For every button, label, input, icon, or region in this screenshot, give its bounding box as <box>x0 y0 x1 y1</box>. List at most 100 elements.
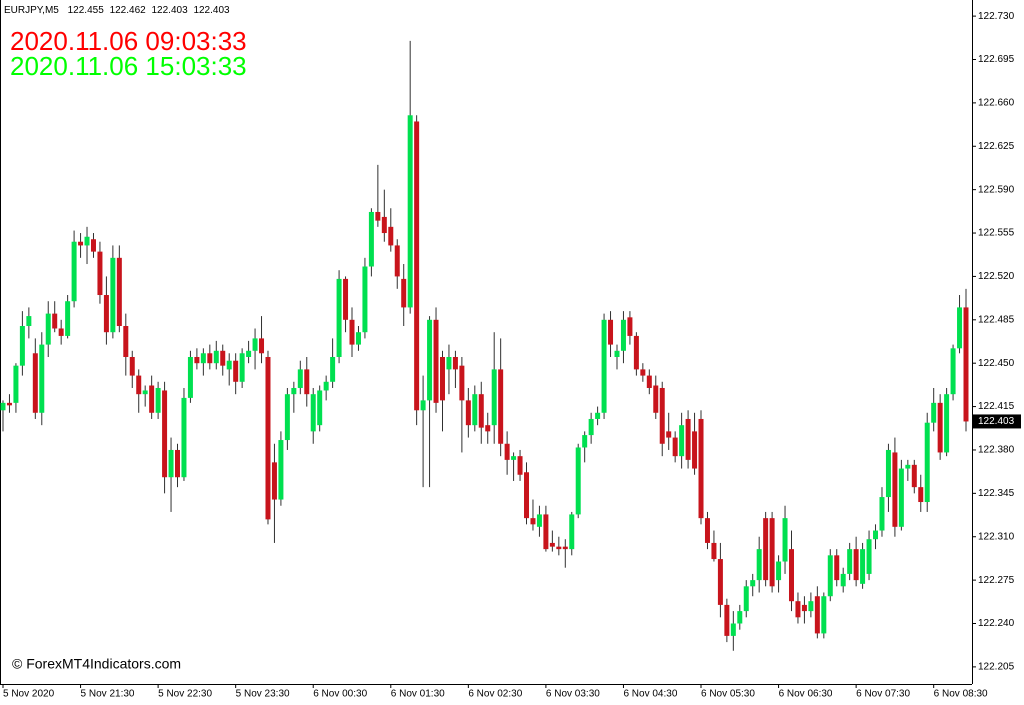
candle-body <box>692 431 698 469</box>
candle-body <box>420 400 426 411</box>
candle-body <box>795 601 801 618</box>
candle-body <box>763 518 769 581</box>
candle-body <box>32 353 38 413</box>
y-tick-label: 122.275 <box>978 575 1015 586</box>
candle-body <box>782 518 788 562</box>
candle-body <box>776 561 782 581</box>
candle-body <box>355 332 361 345</box>
candle-body <box>556 546 562 550</box>
candle-body <box>213 350 219 364</box>
y-tick-label: 122.345 <box>978 488 1015 499</box>
candle-body <box>478 394 484 428</box>
candle-body <box>368 211 374 267</box>
candle-body <box>834 555 840 581</box>
candle-body <box>808 601 814 612</box>
candle-body <box>304 369 310 395</box>
candle-body <box>963 307 969 422</box>
candle-body <box>659 387 665 444</box>
candle-body <box>536 514 542 527</box>
candle-body <box>756 549 762 581</box>
candle-body <box>187 356 193 398</box>
x-tick-label: 6 Nov 06:30 <box>779 689 833 700</box>
timestamp: 2020.11.06 09:03:33 <box>10 26 247 56</box>
y-tick-label: 122.415 <box>978 401 1015 412</box>
candle-body <box>950 348 956 395</box>
candle-body <box>543 514 549 550</box>
candle-body <box>485 425 491 432</box>
candle-body <box>90 239 96 252</box>
candle-body <box>472 394 478 426</box>
candle-body <box>924 422 930 503</box>
x-tick-label: 6 Nov 03:30 <box>546 689 600 700</box>
candle-body <box>452 356 458 370</box>
candle-body <box>65 301 71 336</box>
candle-body <box>679 425 685 457</box>
candle-body <box>343 278 349 320</box>
candle-body <box>569 514 575 550</box>
candle-body <box>685 418 691 460</box>
candle-body <box>142 390 148 395</box>
candle-body <box>246 350 252 357</box>
candle-body <box>524 472 530 519</box>
candle-body <box>717 559 723 605</box>
candle-body <box>711 542 717 560</box>
candle-body <box>19 326 25 366</box>
candle-body <box>898 468 904 527</box>
candle-body <box>439 356 445 401</box>
candle-body <box>840 573 846 587</box>
candle-body <box>498 369 504 444</box>
candle-body <box>52 313 58 329</box>
candle-body <box>944 394 950 453</box>
candle-body <box>905 464 911 469</box>
candle-body <box>608 319 614 345</box>
x-tick-label: 6 Nov 00:30 <box>313 689 367 700</box>
candle-body <box>918 487 924 503</box>
candle-body <box>640 369 646 376</box>
y-tick-label: 122.520 <box>978 271 1015 282</box>
candle-body <box>737 611 743 624</box>
x-tick-label: 5 Nov 2020 <box>3 689 55 700</box>
candle-body <box>614 350 620 357</box>
candle-body <box>414 121 420 411</box>
y-tick-label: 122.625 <box>978 141 1015 152</box>
candle-body <box>317 390 323 426</box>
y-tick-label: 122.590 <box>978 184 1015 195</box>
candle-body <box>271 462 277 500</box>
ohlc-value: 122.462 <box>110 5 147 16</box>
x-tick-label: 6 Nov 05:30 <box>701 689 755 700</box>
ohlc-value: 122.403 <box>193 5 230 16</box>
y-tick-label: 122.450 <box>978 358 1015 369</box>
candle-body <box>155 387 161 413</box>
candle-body <box>84 236 90 246</box>
x-tick-label: 5 Nov 22:30 <box>158 689 212 700</box>
timestamp: 2020.11.06 15:03:33 <box>10 51 247 81</box>
candle-body <box>26 316 32 327</box>
x-tick-label: 5 Nov 21:30 <box>81 689 135 700</box>
candle-body <box>465 400 471 426</box>
candle-body <box>549 542 555 547</box>
candle-body <box>769 518 775 587</box>
y-tick-label: 122.660 <box>978 98 1015 109</box>
x-tick-label: 5 Nov 23:30 <box>236 689 290 700</box>
candle-body <box>175 449 181 478</box>
candle-body <box>116 257 122 327</box>
y-tick-label: 122.240 <box>978 618 1015 629</box>
candle-body <box>937 402 943 453</box>
candle-body <box>724 604 730 636</box>
candle-body <box>633 335 639 370</box>
candle-body <box>879 497 885 531</box>
candle-body <box>78 241 84 246</box>
candle-body <box>58 328 64 336</box>
y-tick-label: 122.485 <box>978 314 1015 325</box>
candle-body <box>885 449 891 498</box>
candle-body <box>646 375 652 388</box>
candle-body <box>45 313 51 345</box>
candle-body <box>562 546 568 550</box>
candle-body <box>252 338 258 351</box>
candle-body <box>323 381 329 391</box>
candle-body <box>788 549 794 602</box>
candle-body <box>162 390 168 478</box>
candle-body <box>666 431 672 438</box>
candle-body <box>349 319 355 345</box>
